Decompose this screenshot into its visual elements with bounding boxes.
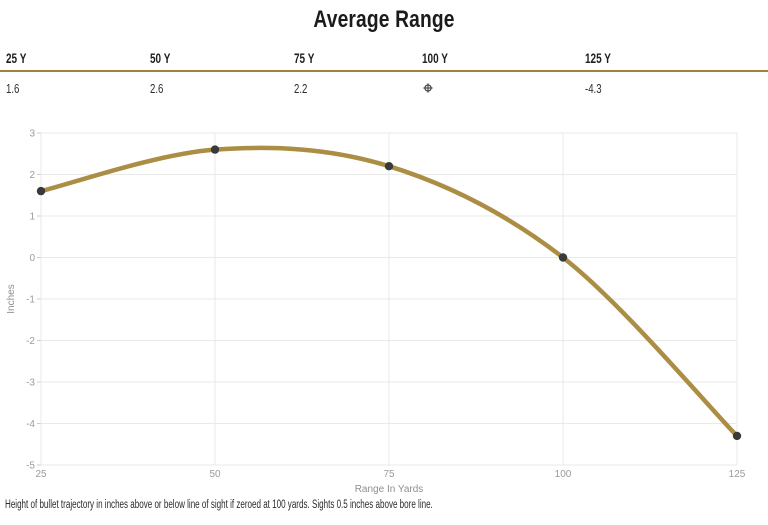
- zero-crosshair-icon: [422, 81, 433, 96]
- y-tick-label: -3: [26, 378, 35, 389]
- x-tick-label: 75: [383, 469, 395, 480]
- stat-range-header: 75 Y: [288, 51, 416, 66]
- range-stats-table: 25 Y 50 Y 75 Y 100 Y 125 Y 1.6 2.6 2.2 -4.3: [0, 51, 768, 96]
- stat-range-value-text: 2.2: [294, 81, 308, 96]
- y-tick-label: -5: [26, 461, 35, 472]
- data-point-marker[interactable]: [210, 145, 220, 154]
- y-tick-label: -1: [26, 295, 35, 306]
- y-tick-label: 0: [29, 253, 35, 264]
- stat-range-header-label: 125 Y: [585, 51, 611, 66]
- x-tick-label: 50: [209, 469, 221, 480]
- y-tick-label: -2: [26, 336, 35, 347]
- stat-range-value-text: 2.6: [150, 81, 164, 96]
- stats-values-row: 1.6 2.6 2.2 -4.3: [0, 72, 768, 96]
- x-tick-label: 100: [555, 469, 572, 480]
- stat-range-value-text: -4.3: [585, 81, 602, 96]
- stat-range-header: 50 Y: [144, 51, 288, 66]
- page-title: Average Range: [313, 6, 455, 33]
- stat-range-value: -4.3: [579, 81, 768, 96]
- stat-range-header: 100 Y: [416, 51, 579, 66]
- data-point-marker[interactable]: [36, 186, 46, 196]
- y-axis-label: Inches: [6, 284, 17, 313]
- trajectory-chart: 3 2 1 0 -1 -2 -3 -4 -5 25 50 75 100 125 Range In Yards…: [0, 118, 768, 496]
- stat-range-value-text: 1.6: [6, 81, 20, 96]
- stat-range-header-label: 25 Y: [6, 51, 27, 66]
- trajectory-line: [38, 145, 740, 439]
- chart-footnote: Height of bullet trajectory in inches ab…: [5, 499, 433, 511]
- stat-range-value: 2.2: [288, 81, 416, 96]
- stats-header-row: 25 Y 50 Y 75 Y 100 Y 125 Y: [0, 51, 768, 72]
- stat-range-header-label: 100 Y: [422, 51, 448, 66]
- y-tick-label: 2: [29, 170, 35, 181]
- stat-range-header: 125 Y: [579, 51, 768, 66]
- x-tick-label: 25: [35, 469, 47, 480]
- data-point-marker[interactable]: [384, 162, 394, 171]
- x-axis-label: Range In Yards: [355, 484, 424, 495]
- stat-range-value: 2.6: [144, 81, 288, 96]
- stat-range-value: 1.6: [0, 81, 144, 96]
- y-tick-label: 3: [29, 129, 35, 140]
- stat-range-header-label: 50 Y: [150, 51, 171, 66]
- stat-range-value: [416, 81, 579, 96]
- data-point-marker[interactable]: [558, 253, 568, 262]
- y-tick-label: 1: [29, 212, 35, 223]
- data-point-marker[interactable]: [732, 431, 742, 441]
- stat-range-header: 25 Y: [0, 51, 144, 66]
- x-tick-label: 125: [729, 469, 746, 480]
- stat-range-header-label: 75 Y: [294, 51, 315, 66]
- y-tick-label: -4: [26, 419, 35, 430]
